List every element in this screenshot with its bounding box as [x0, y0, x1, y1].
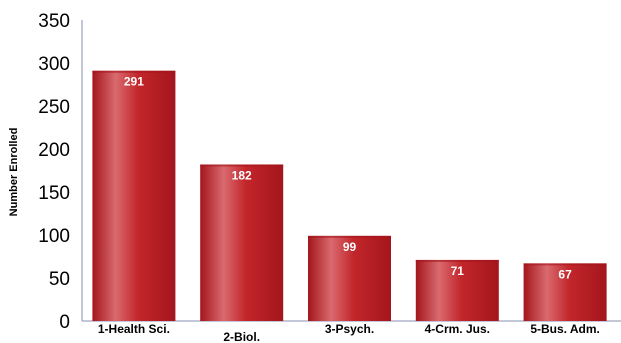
x-category-label-2: 2-Biol.: [223, 330, 260, 343]
data-label-2: 182: [232, 168, 252, 182]
bar-cap-5: [523, 263, 607, 266]
bar-cap-2: [200, 164, 284, 167]
x-category-label-5: 5-Bus. Adm.: [530, 322, 600, 336]
bars: [92, 70, 607, 322]
y-tick-label: 100: [38, 226, 70, 247]
bar-5: [523, 263, 607, 321]
y-tick-label: 250: [38, 97, 70, 118]
bar-4: [415, 259, 499, 321]
bar-cap-4: [415, 259, 499, 262]
data-label-4: 71: [451, 264, 465, 278]
y-tick-label: 200: [38, 140, 70, 161]
x-category-label-4: 4-Crm. Jus.: [425, 322, 490, 336]
y-tick-label: 0: [59, 312, 70, 333]
x-category-label-3: 3-Psych.: [325, 322, 374, 336]
y-tick-label: 300: [38, 54, 70, 75]
data-label-3: 99: [343, 240, 357, 254]
labels: 0 50 100 150 200 250 300 350 291 1-Health Sci. 182…: [38, 11, 600, 343]
x-category-label-1: 1-Health Sci.: [98, 322, 170, 336]
y-tick-label: 50: [49, 269, 70, 290]
bar-1: [92, 70, 176, 322]
data-label-1: 291: [124, 75, 144, 89]
bar-2: [200, 164, 284, 321]
bar-3: [308, 235, 391, 321]
y-axis-title: Number Enrolled: [8, 128, 20, 217]
bar-cap-3: [308, 235, 391, 238]
y-tick-label: 350: [38, 11, 70, 32]
y-tick-label: 150: [38, 183, 70, 204]
bar-cap-1: [92, 70, 176, 73]
data-label-5: 67: [558, 267, 572, 281]
